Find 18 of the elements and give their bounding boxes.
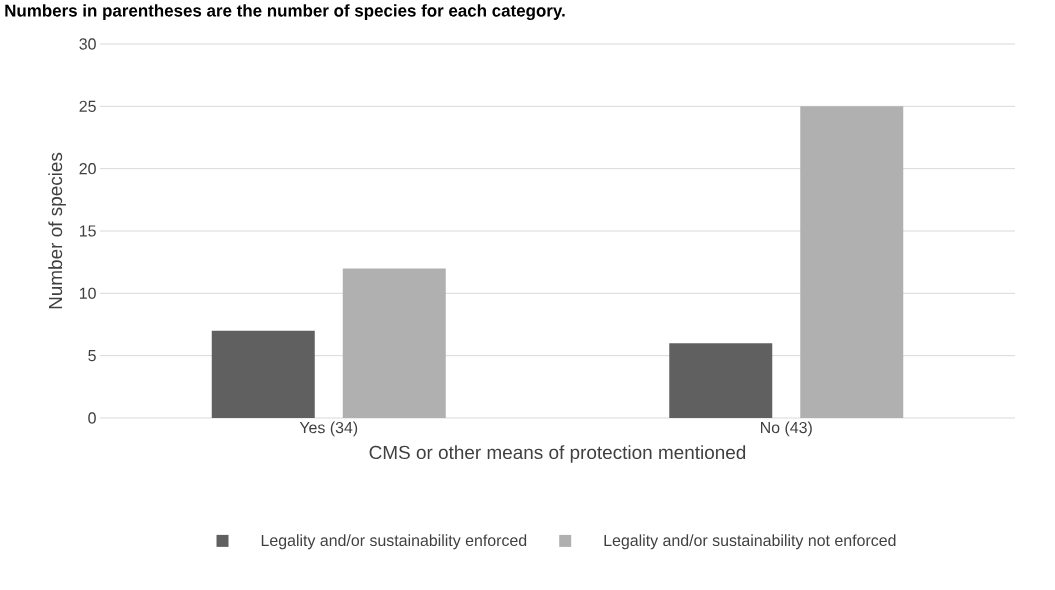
y-tick-label: 30 (79, 38, 96, 50)
bar (211, 330, 315, 418)
bar (669, 343, 773, 418)
x-tick-label: Yes (34) (299, 421, 358, 437)
y-tick-label: 15 (79, 225, 96, 237)
y-tick-label: 0 (88, 412, 96, 424)
chart-title: Numbers in parentheses are the number of species for each category. (5, 4, 565, 21)
bar (800, 106, 904, 418)
y-tick-label: 20 (79, 163, 96, 175)
y-axis-title: Number of species (48, 152, 66, 309)
legend-label: Legality and/or sustainability not enforced (604, 534, 896, 550)
y-tick-label: 25 (79, 100, 96, 112)
legend-label: Legality and/or sustainability enforced (261, 534, 527, 550)
y-tick-label: 5 (88, 350, 96, 362)
y-tick-label: 10 (79, 287, 96, 299)
x-axis-title: CMS or other means of protection mentioned (369, 445, 746, 463)
bar (342, 268, 446, 418)
x-tick-label: No (43) (761, 421, 812, 437)
